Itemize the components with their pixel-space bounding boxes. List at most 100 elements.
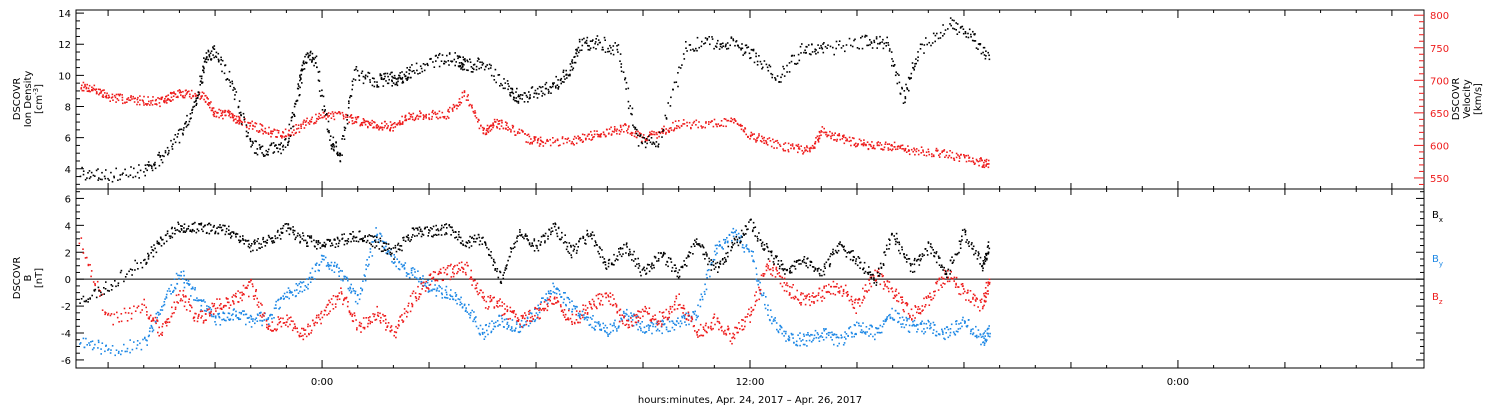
data-point-bz — [475, 287, 478, 289]
data-point-bz — [866, 291, 868, 293]
data-point-velocity — [249, 125, 251, 127]
data-point-ion-density — [625, 81, 628, 84]
data-point-velocity — [367, 125, 369, 128]
data-point-velocity — [508, 128, 511, 130]
data-point-by — [829, 331, 831, 334]
data-point-ion-density — [542, 92, 544, 95]
data-point-ion-density — [317, 79, 320, 82]
data-point-by — [613, 324, 615, 326]
data-point-by — [364, 275, 366, 277]
data-point-ion-density — [560, 77, 563, 80]
data-point-by — [180, 271, 182, 273]
data-point-velocity — [475, 117, 478, 119]
data-point-velocity — [287, 134, 290, 137]
data-point-by — [214, 315, 217, 317]
data-point-velocity — [338, 111, 340, 113]
data-point-by — [303, 289, 306, 291]
data-point-by — [714, 244, 717, 247]
data-point-by — [215, 323, 217, 326]
data-point-velocity — [717, 123, 720, 125]
data-point-bz — [725, 332, 727, 335]
data-point-velocity — [154, 99, 157, 102]
data-point-by — [200, 309, 202, 311]
data-point-by — [363, 274, 366, 276]
data-point-bz — [489, 300, 491, 303]
data-point-velocity — [168, 98, 170, 101]
data-point-bz — [165, 322, 167, 324]
data-point-ion-density — [735, 40, 737, 43]
data-point-ion-density — [287, 141, 290, 144]
data-point-by — [823, 329, 826, 332]
data-point-velocity — [623, 131, 625, 133]
data-point-bz — [716, 317, 719, 319]
data-point-velocity — [676, 127, 678, 130]
data-point-velocity — [342, 114, 345, 116]
data-point-velocity — [566, 138, 569, 141]
data-point-by — [586, 319, 589, 321]
data-point-bz — [821, 295, 824, 298]
data-point-ion-density — [171, 148, 174, 150]
data-point-bz — [92, 281, 95, 283]
data-point-by — [718, 240, 721, 243]
data-point-bz — [309, 325, 311, 327]
data-point-bz — [429, 283, 432, 286]
data-point-by — [267, 317, 270, 319]
data-point-by — [117, 352, 120, 354]
data-point-bz — [446, 267, 449, 269]
data-point-ion-density — [913, 69, 915, 71]
data-point-ion-density — [429, 58, 431, 60]
data-point-velocity — [252, 125, 255, 127]
data-point-bz — [292, 320, 294, 323]
data-point-by — [774, 317, 776, 319]
data-point-by — [730, 231, 733, 234]
data-point-ion-density — [398, 75, 401, 77]
data-point-velocity — [907, 150, 910, 152]
data-point-bz — [198, 313, 200, 316]
data-point-by — [507, 326, 510, 328]
data-point-velocity — [209, 102, 211, 105]
data-point-by — [135, 347, 138, 350]
data-point-bz — [800, 304, 802, 306]
data-point-ion-density — [585, 42, 588, 45]
data-point-ion-density — [467, 69, 469, 72]
data-point-velocity — [136, 98, 139, 101]
data-point-velocity — [203, 92, 205, 95]
data-point-ion-density — [397, 80, 399, 83]
data-point-velocity — [838, 134, 841, 137]
velocity-tick-label: 600 — [1430, 141, 1449, 152]
data-point-velocity — [524, 133, 526, 135]
data-point-bz — [363, 327, 366, 330]
data-point-ion-density — [288, 137, 290, 140]
data-point-ion-density — [274, 145, 276, 147]
data-point-ion-density — [364, 76, 366, 78]
data-point-velocity — [787, 149, 789, 151]
data-point-velocity — [983, 161, 985, 164]
data-point-bz — [472, 280, 475, 282]
data-point-velocity — [155, 98, 157, 101]
data-point-by — [844, 331, 846, 333]
data-point-by — [821, 332, 823, 334]
data-point-bz — [209, 312, 212, 314]
data-point-velocity — [588, 133, 590, 136]
data-point-by — [327, 262, 329, 264]
data-point-velocity — [220, 115, 222, 117]
data-point-bz — [530, 320, 533, 323]
data-point-ion-density — [262, 153, 265, 156]
data-point-velocity — [404, 116, 406, 119]
data-point-bz — [855, 312, 857, 314]
data-point-by — [830, 336, 832, 339]
data-point-bz — [444, 268, 447, 271]
data-point-velocity — [513, 130, 516, 133]
data-point-velocity — [178, 89, 181, 91]
data-point-ion-density — [463, 68, 466, 71]
data-point-ion-density — [557, 79, 559, 81]
data-point-by — [146, 339, 148, 342]
data-point-velocity — [375, 125, 378, 127]
data-point-bz — [863, 295, 865, 298]
data-point-by — [679, 325, 681, 328]
data-point-ion-density — [342, 135, 345, 137]
data-point-ion-density — [217, 58, 220, 61]
data-point-bz — [605, 296, 607, 299]
data-point-bz — [177, 302, 179, 304]
data-point-by — [732, 235, 735, 238]
